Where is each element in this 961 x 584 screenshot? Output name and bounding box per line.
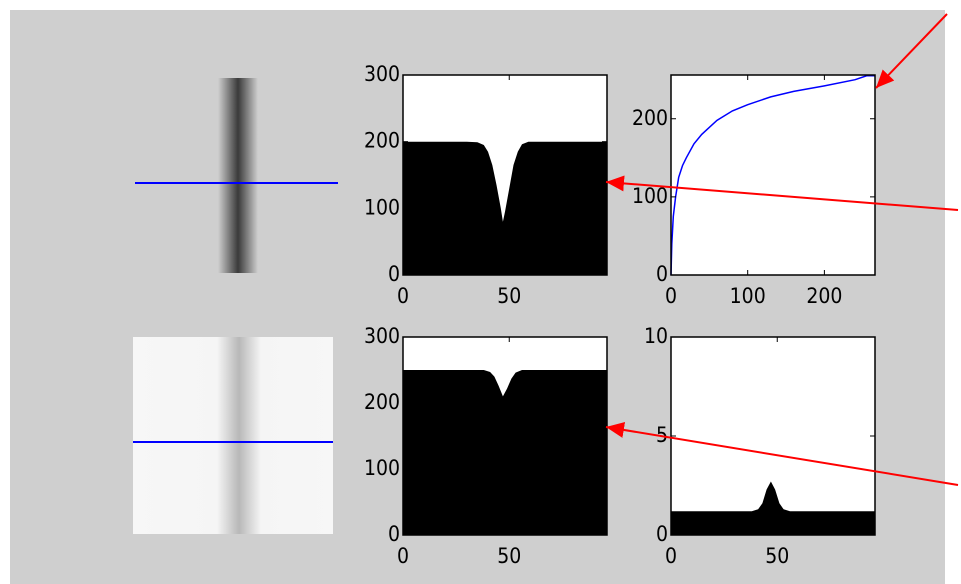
x-tick-label: 0: [397, 284, 409, 308]
y-tick-label: 200: [364, 129, 400, 153]
x-tick-label: 50: [497, 284, 521, 308]
y-tick-label: 300: [364, 324, 400, 348]
x-tick-label: 100: [730, 284, 766, 308]
image-bottom: [133, 337, 333, 534]
x-tick-label: 0: [397, 544, 409, 568]
y-tick-label: 0: [656, 262, 668, 286]
y-tick-label: 0: [388, 262, 400, 286]
plot-area: [671, 75, 875, 275]
y-tick-label: 0: [388, 522, 400, 546]
x-tick-label: 50: [765, 544, 789, 568]
x-tick-label: 200: [806, 284, 842, 308]
figure: 0100200300050010020001002000100200300050…: [0, 0, 961, 584]
x-tick-label: 0: [665, 284, 677, 308]
y-tick-label: 200: [364, 390, 400, 414]
page: 0100200300050010020001002000100200300050…: [0, 0, 961, 584]
image-top: [218, 78, 258, 273]
x-tick-label: 50: [497, 544, 521, 568]
y-tick-label: 300: [364, 62, 400, 86]
y-tick-label: 0: [656, 522, 668, 546]
y-tick-label: 10: [644, 324, 668, 348]
y-tick-label: 100: [364, 456, 400, 480]
x-tick-label: 0: [665, 544, 677, 568]
y-tick-label: 200: [632, 106, 668, 130]
y-tick-label: 100: [364, 195, 400, 219]
area: [403, 370, 607, 535]
